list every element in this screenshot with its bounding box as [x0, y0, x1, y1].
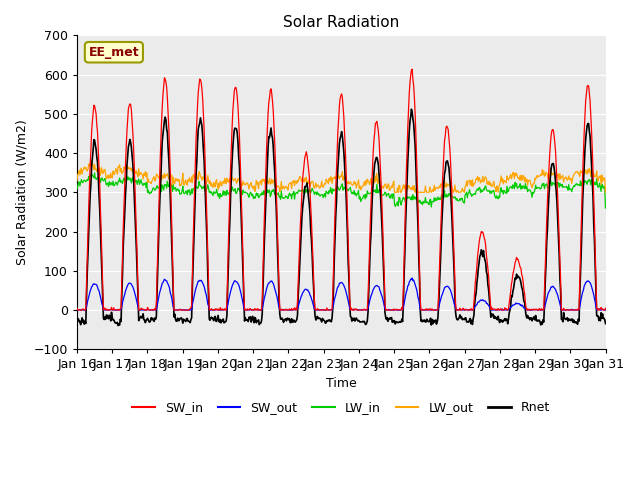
- LW_out: [407, 186, 415, 192]
- Legend: SW_in, SW_out, LW_in, LW_out, Rnet: SW_in, SW_out, LW_in, LW_out, Rnet: [127, 396, 555, 420]
- SW_in: [602, 305, 609, 311]
- LW_in: [602, 205, 609, 211]
- LW_in: [91, 170, 99, 176]
- LW_in: [220, 188, 227, 194]
- Rnet: [602, 321, 609, 326]
- SW_in: [73, 305, 81, 311]
- Rnet: [191, 190, 199, 195]
- SW_in: [422, 306, 430, 312]
- Line: SW_in: SW_in: [77, 69, 605, 310]
- LW_out: [83, 167, 90, 172]
- SW_out: [137, 307, 145, 313]
- Line: LW_out: LW_out: [77, 161, 605, 192]
- LW_in: [73, 186, 81, 192]
- LW_in: [422, 195, 429, 201]
- LW_in: [406, 195, 414, 201]
- SW_out: [83, 304, 90, 310]
- Line: LW_in: LW_in: [77, 173, 605, 208]
- SW_out: [408, 275, 416, 281]
- LW_out: [602, 190, 609, 195]
- SW_in: [83, 254, 91, 260]
- Rnet: [138, 315, 145, 321]
- Y-axis label: Solar Radiation (W/m2): Solar Radiation (W/m2): [15, 120, 28, 265]
- Rnet: [83, 295, 90, 300]
- SW_out: [405, 279, 413, 285]
- SW_out: [219, 307, 227, 313]
- LW_out: [422, 188, 430, 194]
- SW_out: [602, 307, 609, 313]
- LW_out: [87, 158, 95, 164]
- LW_in: [138, 180, 145, 186]
- Rnet: [406, 119, 414, 125]
- Rnet: [220, 316, 227, 322]
- LW_out: [138, 171, 145, 177]
- SW_out: [191, 292, 198, 298]
- Rnet: [115, 323, 122, 328]
- SW_out: [422, 307, 429, 313]
- LW_out: [390, 190, 398, 195]
- SW_in: [406, 80, 414, 86]
- LW_in: [191, 185, 199, 191]
- SW_out: [73, 307, 81, 313]
- SW_in: [220, 307, 227, 313]
- X-axis label: Time: Time: [326, 377, 356, 390]
- SW_in: [138, 305, 145, 311]
- LW_out: [220, 179, 227, 185]
- LW_out: [191, 175, 199, 180]
- LW_in: [83, 178, 90, 184]
- Rnet: [408, 106, 415, 112]
- LW_out: [73, 178, 81, 184]
- Text: EE_met: EE_met: [88, 46, 140, 59]
- SW_in: [408, 66, 416, 72]
- Rnet: [422, 319, 430, 324]
- Title: Solar Radiation: Solar Radiation: [283, 15, 399, 30]
- SW_in: [191, 160, 199, 166]
- Line: Rnet: Rnet: [77, 109, 605, 325]
- SW_in: [74, 307, 81, 313]
- Rnet: [73, 313, 81, 319]
- Line: SW_out: SW_out: [77, 278, 605, 310]
